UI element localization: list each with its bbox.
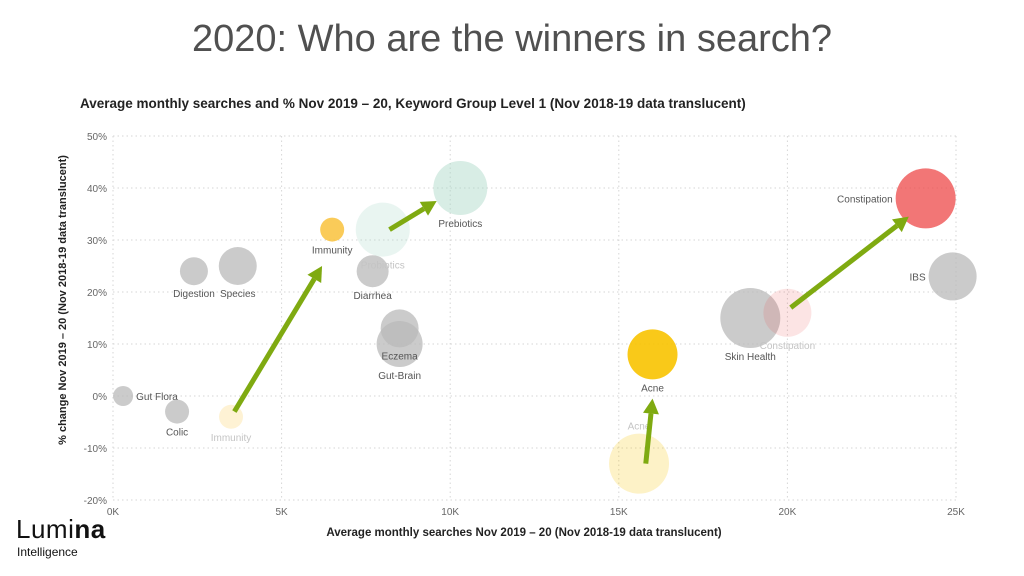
bubble [376,321,423,367]
y-tick-label: -20% [84,496,107,507]
trend-arrow [388,206,426,232]
bubble [928,252,977,301]
bubble-label: Digestion [173,289,215,300]
bubble [165,399,190,424]
y-tick-label: -10% [84,444,107,455]
trend-arrowhead [892,216,909,233]
bubble-label: Colic [166,428,188,439]
trend-arrowhead [307,266,323,283]
trend-arrow [643,413,654,464]
bubble-label: Gut-Brain [378,371,421,382]
bubble [627,329,678,380]
trend-arrowhead [419,201,437,216]
bubble-label: Constipation [837,194,893,205]
bubble-label: Acne [641,383,664,394]
trend-arrowhead [643,398,659,415]
bubble [609,433,670,494]
bubble [356,255,389,288]
trend-arrow [232,277,317,413]
x-tick-label: 15K [610,507,628,518]
x-tick-label: 20K [779,507,797,518]
bubble [219,404,244,429]
grid-lines [112,135,957,501]
bubble [355,202,410,257]
bubble-label: Immunity [312,246,353,257]
bubble [895,168,956,229]
bubble [320,217,345,242]
bubble [433,161,488,215]
bubbles [113,161,977,494]
bubble-label: Gut Flora [136,392,178,403]
bubble-label: Species [220,289,256,300]
bubble-label: Acne [628,422,651,433]
y-tick-label: 10% [87,340,107,351]
x-tick-label: 5K [275,507,288,518]
logo-subtitle: Intelligence [17,545,78,559]
bubble-label: Constipation [760,341,816,352]
y-tick-label: 50% [87,132,107,143]
logo-name-bold: na [74,514,106,544]
bubble-label: Prebiotics [438,219,482,230]
y-tick-label: 30% [87,236,107,247]
lumina-logo: Lumina [16,516,106,542]
bubble [179,257,208,286]
bubble [218,247,257,285]
trend-arrow [789,223,899,310]
bubble-label: Immunity [211,433,252,444]
bubble-label: IBS [910,272,926,283]
bubble-label: Skin Health [725,352,776,363]
bubble-label: Probiotics [361,261,405,272]
logo-name-light: Lumi [16,514,75,544]
chart-title: Average monthly searches and % Nov 2019 … [80,96,746,111]
bubble [113,386,134,406]
bubble [720,288,781,348]
x-axis-label: Average monthly searches Nov 2019 – 20 (… [326,527,721,539]
x-tick-label: 0K [107,507,120,518]
x-tick-label: 10K [441,507,459,518]
y-tick-label: 0% [93,392,108,403]
y-tick-label: 20% [87,288,107,299]
y-axis-label: % change Nov 2019 – 20 (Nov 2018-19 data… [57,155,69,445]
y-tick-label: 40% [87,184,107,195]
bubble-label: Diarrhea [353,291,392,302]
bubble-label: Eczema [382,351,419,362]
x-tick-label: 25K [947,507,965,518]
trend-arrows [232,201,909,464]
slide-title: 2020: Who are the winners in search? [191,18,833,60]
axis-ticks: 50% 40% 30% 20% 10% 0% -10% -20%0K 5K 10K 15K 20K 25… [84,132,966,518]
bubble-labels: Gut Flora Colic Digestion Species Immunity Im… [136,194,926,443]
